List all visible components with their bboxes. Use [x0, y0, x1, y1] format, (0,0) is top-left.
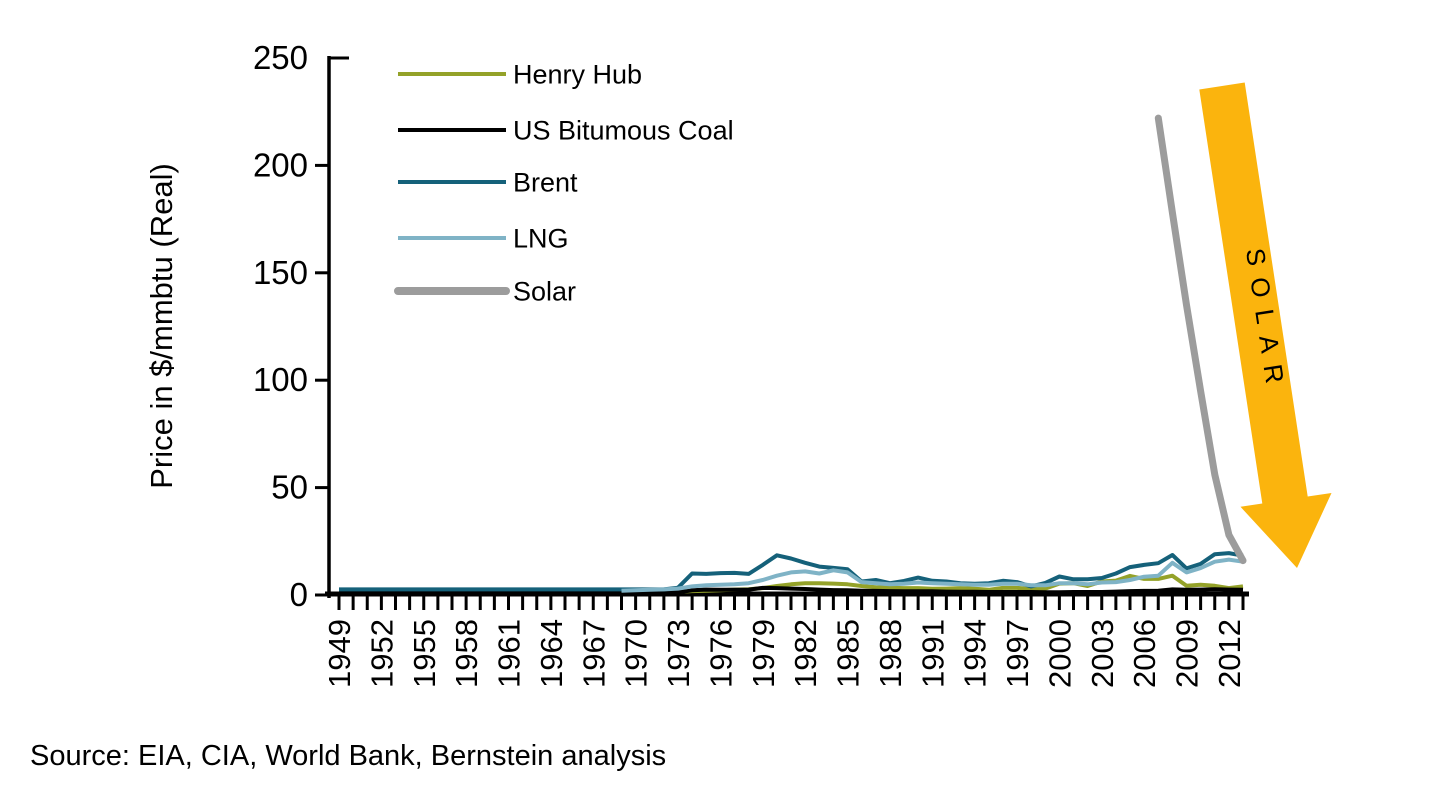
legend-label-brent: Brent	[513, 168, 578, 198]
y-tick-label: 150	[253, 254, 308, 291]
legend-item-solar: Solar	[394, 277, 576, 307]
x-tick-label: 1973	[661, 619, 696, 688]
x-tick-label: 2009	[1170, 619, 1205, 688]
legend: Henry Hub US Bitumous Coal Brent LNG Solar	[394, 60, 734, 307]
y-tick-label: 250	[253, 39, 308, 76]
x-tick-label: 1955	[407, 619, 442, 688]
legend-item-us-bitumous-coal: US Bitumous Coal	[398, 116, 734, 146]
x-tick-label: 1961	[492, 619, 527, 688]
y-axis-title: Price in $/mmbtu (Real)	[144, 163, 179, 489]
x-tick-label: 1964	[534, 619, 569, 688]
x-tick-label: 1991	[915, 619, 950, 688]
x-tick-label: 1979	[746, 619, 781, 688]
legend-item-lng: LNG	[398, 224, 569, 254]
series-line-brent	[339, 551, 1244, 592]
series-line-us-bitumous-coal	[339, 585, 1244, 595]
y-tick-label: 50	[271, 469, 308, 506]
y-tick-label: 0	[290, 576, 308, 613]
legend-item-henry-hub: Henry Hub	[398, 60, 642, 90]
legend-item-brent: Brent	[398, 168, 578, 198]
x-tick-label: 1949	[322, 619, 357, 688]
x-tick-label: 1988	[873, 619, 908, 688]
x-tick-label: 1970	[619, 619, 654, 688]
x-tick-label: 1967	[576, 619, 611, 688]
legend-label-solar: Solar	[513, 277, 576, 307]
x-tick-label: 2012	[1212, 619, 1247, 688]
x-tick-label: 1982	[788, 619, 823, 688]
series-line-lng	[621, 557, 1244, 593]
series-line-solar	[1154, 114, 1247, 565]
source-note: Source: EIA, CIA, World Bank, Bernstein …	[30, 740, 667, 772]
y-tick-label: 200	[253, 146, 308, 183]
x-tick-label: 2000	[1042, 619, 1077, 688]
x-tick-label: 1985	[831, 619, 866, 688]
legend-label-lng: LNG	[513, 224, 569, 254]
x-tick-label: 1994	[958, 619, 993, 688]
solar-arrow-shape	[1199, 82, 1332, 568]
x-tick-label: 2003	[1085, 619, 1120, 688]
x-tick-label: 1976	[703, 619, 738, 688]
x-axis	[325, 591, 1249, 597]
y-tick-label: 100	[253, 361, 308, 398]
legend-label-us-bitumous-coal: US Bitumous Coal	[513, 116, 734, 146]
legend-label-henry-hub: Henry Hub	[513, 60, 642, 90]
x-tick-label: 2006	[1127, 619, 1162, 688]
x-tick-label: 1952	[364, 619, 399, 688]
x-tick-label: 1997	[1000, 619, 1035, 688]
x-tick-label: 1958	[449, 619, 484, 688]
